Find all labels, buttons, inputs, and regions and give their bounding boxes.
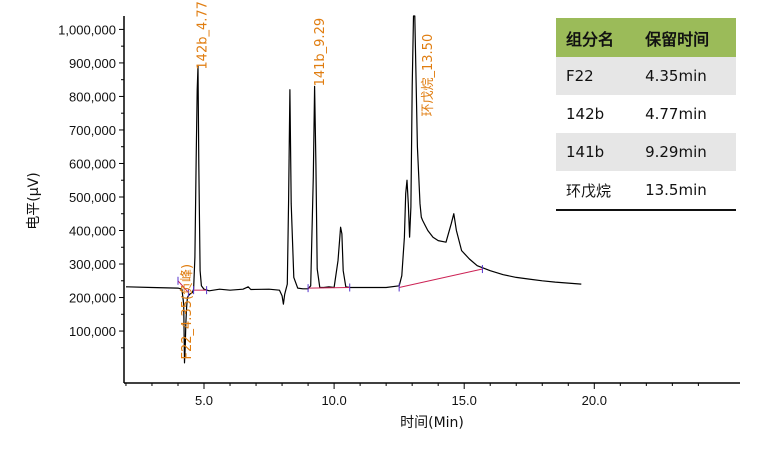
y-tick-label: 100,000: [69, 324, 116, 339]
peak-labels: F22_4.35(负峰) 142b_4.77 141b_9.29 环戊烷_13.50: [180, 1, 436, 359]
y-tick-label: 800,000: [69, 89, 116, 104]
y-axis: 100,000 200,000 300,000 400,000 500,000 600,0…: [58, 16, 125, 383]
table-row: 141b 9.29min: [556, 133, 736, 171]
y-tick-label: 900,000: [69, 56, 116, 71]
column-header-component: 组分名: [556, 18, 636, 57]
retention-time: 4.35min: [635, 57, 736, 95]
x-axis-title: 时间(Min): [400, 415, 464, 431]
component-name: 环戊烷: [556, 171, 636, 211]
y-tick-label: 300,000: [69, 257, 116, 272]
integration-baseline: [308, 286, 350, 289]
retention-time: 9.29min: [635, 133, 736, 171]
integration-baseline: [399, 268, 483, 288]
x-tick-label: 15.0: [452, 393, 477, 408]
table-row: F22 4.35min: [556, 57, 736, 95]
x-tick-label: 5.0: [195, 393, 213, 408]
y-tick-label: 200,000: [69, 291, 116, 306]
column-header-retention-time: 保留时间: [635, 18, 736, 57]
peak-label: F22_4.35(负峰): [180, 264, 195, 360]
peak-label: 141b_9.29: [313, 18, 328, 87]
plot-area: [125, 15, 582, 364]
x-tick-label: 20.0: [582, 393, 607, 408]
peak-label: 142b_4.77: [196, 1, 211, 70]
integration-baseline: [177, 280, 189, 293]
table-row: 142b 4.77min: [556, 95, 736, 133]
retention-time: 4.77min: [635, 95, 736, 133]
y-tick-label: 500,000: [69, 190, 116, 205]
component-name: 141b: [556, 133, 636, 171]
y-tick-label: 400,000: [69, 224, 116, 239]
peak-label: 环戊烷_13.50: [421, 34, 436, 117]
y-tick-label: 700,000: [69, 123, 116, 138]
table-header-row: 组分名 保留时间: [556, 18, 736, 57]
y-tick-label: 1,000,000: [58, 22, 116, 37]
component-name: 142b: [556, 95, 636, 133]
x-axis: 5.0 10.0 15.0 20.0: [124, 382, 740, 408]
x-tick-label: 10.0: [321, 393, 346, 408]
retention-time: 13.5min: [635, 171, 736, 211]
y-axis-title: 电平(μV): [26, 172, 42, 229]
component-name: F22: [556, 57, 636, 95]
y-tick-label: 600,000: [69, 156, 116, 171]
table-row: 环戊烷 13.5min: [556, 171, 736, 211]
retention-time-table: 组分名 保留时间 F22 4.35min 142b 4.77min 141b 9…: [556, 18, 736, 211]
